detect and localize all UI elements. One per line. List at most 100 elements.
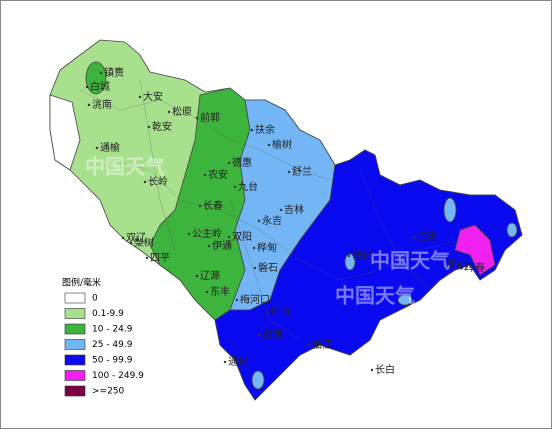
legend-label: 0 xyxy=(92,294,98,304)
place-label: 德惠 xyxy=(232,156,252,169)
region xyxy=(454,224,496,276)
legend-swatch xyxy=(64,354,86,366)
city-dot xyxy=(257,219,261,223)
place-label: 长白 xyxy=(375,363,395,376)
place-label: 吉林 xyxy=(284,203,304,216)
city-dot xyxy=(95,146,99,150)
city-dot xyxy=(223,360,227,364)
legend-label: 50 - 99.9 xyxy=(92,356,133,366)
region xyxy=(85,61,107,95)
place-label: 大安 xyxy=(143,90,163,103)
city-dot xyxy=(187,232,191,236)
place-label: 双阳 xyxy=(232,231,252,243)
legend-swatch xyxy=(64,339,86,350)
city-dot xyxy=(129,241,133,245)
city-dot xyxy=(347,254,351,258)
legend-swatch xyxy=(64,323,86,335)
region xyxy=(344,253,356,271)
place-label: 松原 xyxy=(172,105,192,118)
city-dot xyxy=(460,266,464,270)
city-dot xyxy=(203,173,207,177)
city-dot xyxy=(138,95,142,99)
place-label: 永吉 xyxy=(262,214,282,227)
place-label: 柳河 xyxy=(262,328,282,341)
legend-swatch xyxy=(64,308,86,319)
city-dot xyxy=(147,125,151,129)
city-dot xyxy=(267,143,271,147)
city-dot xyxy=(279,208,283,212)
legend-label: 10 - 24.9 xyxy=(92,325,133,335)
place-label: 梅河口 xyxy=(240,293,270,306)
city-dot xyxy=(412,235,416,239)
city-dot xyxy=(87,103,91,107)
place-label: 辽源 xyxy=(200,269,220,282)
city-dot xyxy=(227,161,231,165)
city-dot xyxy=(265,310,269,314)
legend-label: >=250 xyxy=(92,387,125,397)
city-dot xyxy=(198,204,202,208)
regions xyxy=(49,39,523,401)
city-dot xyxy=(257,333,261,337)
place-label: 双辽 xyxy=(126,232,146,244)
watermark: 中国天气 xyxy=(85,155,165,179)
city-dot xyxy=(253,266,257,270)
place-label: 通榆 xyxy=(100,141,120,154)
place-label: 通化 xyxy=(228,355,248,368)
place-label: 临江 xyxy=(312,338,332,351)
region xyxy=(49,94,81,171)
city-dot xyxy=(370,368,374,372)
place-label: 珲春 xyxy=(465,262,485,274)
city-dot xyxy=(121,236,125,240)
place-label: 伊通 xyxy=(212,240,232,252)
place-label: 梨树 xyxy=(134,236,154,249)
region xyxy=(443,197,457,223)
city-dot xyxy=(233,185,237,189)
place-label: 扶余 xyxy=(255,123,275,136)
watermark: 中国天气 xyxy=(335,284,415,308)
city-dot xyxy=(307,343,311,347)
place-label: 九台 xyxy=(238,180,258,193)
place-label: 乾安 xyxy=(152,120,172,133)
place-label: 四平 xyxy=(150,253,170,264)
legend-label: 100 - 249.9 xyxy=(92,371,144,381)
county-borders xyxy=(79,79,461,341)
region xyxy=(251,370,265,390)
city-dot xyxy=(207,244,211,248)
legend: 图例/毫米 0 0.1-9.9 10 - 24.9 25 - 49.9 50 - 99.… xyxy=(62,277,144,397)
legend-swatch xyxy=(64,292,86,304)
place-label: 榆树 xyxy=(272,138,292,151)
city-dot xyxy=(85,85,89,89)
place-label: 磐石 xyxy=(258,261,278,274)
place-label: 农安 xyxy=(208,168,228,181)
place-label: 长岭 xyxy=(148,175,168,188)
place-label: 舒兰 xyxy=(292,165,312,178)
city-dot xyxy=(287,170,291,174)
place-label: 白城 xyxy=(90,80,110,93)
place-label: 公主岭 xyxy=(192,227,222,240)
legend-swatch xyxy=(64,385,86,397)
city-dot xyxy=(252,246,256,250)
place-label: 东丰 xyxy=(210,285,230,298)
city-dot xyxy=(99,71,103,75)
watermark: 中国天气 xyxy=(370,249,450,273)
place-label: 辉南 xyxy=(270,305,290,318)
legend-swatch xyxy=(64,370,86,381)
region xyxy=(506,222,518,238)
place-label: 前郭 xyxy=(200,111,220,124)
city-dot xyxy=(167,110,171,114)
city-dot xyxy=(143,180,147,184)
city-dot xyxy=(195,116,199,120)
place-label: 洮南 xyxy=(92,98,112,111)
place-label: 汪清 xyxy=(417,230,437,243)
legend-label: 0.1-9.9 xyxy=(92,309,124,319)
city-dot xyxy=(205,290,209,294)
place-label: 长春 xyxy=(203,200,223,212)
city-dot xyxy=(442,264,446,268)
city-dot xyxy=(227,235,231,239)
city-dot xyxy=(250,128,254,132)
city-dot xyxy=(235,298,239,302)
city-dot xyxy=(145,256,149,260)
place-label: 敦化 xyxy=(352,249,372,262)
